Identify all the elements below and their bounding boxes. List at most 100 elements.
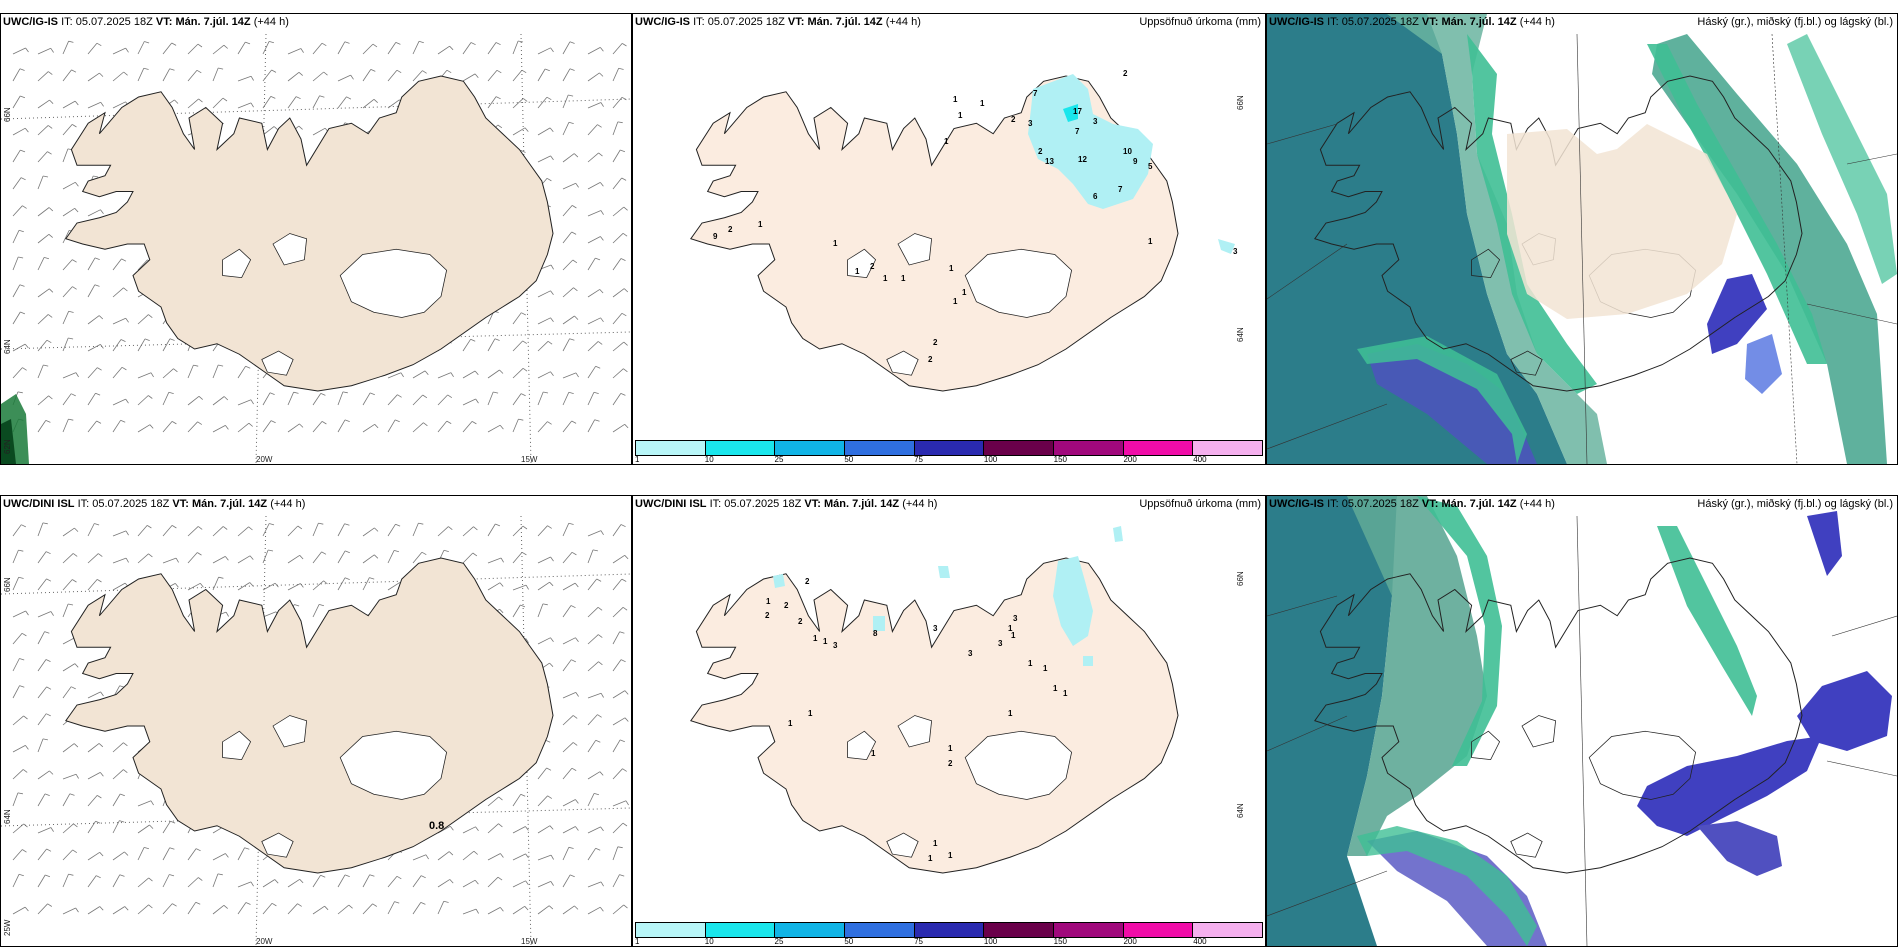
precip-value-label: 5	[1148, 162, 1153, 171]
wind-barb-flag	[499, 582, 504, 587]
wind-barb	[187, 877, 199, 888]
precip-value-label: 2	[870, 262, 875, 271]
wind-barb	[587, 826, 601, 834]
wind-barb	[537, 825, 551, 834]
wind-barb-flag	[595, 257, 601, 261]
wind-barb-flag	[269, 392, 275, 395]
precip-value-label: 1	[871, 749, 876, 758]
wind-barb-flag	[597, 606, 603, 611]
wind-barb	[437, 45, 450, 55]
wind-barb	[62, 372, 77, 379]
wind-barb	[237, 41, 246, 55]
wind-barb	[537, 603, 544, 618]
wind-barb-flag	[123, 287, 128, 292]
wind-barb	[37, 175, 44, 190]
wind-barb	[112, 101, 126, 109]
wind-barb-flag	[547, 525, 552, 529]
wind-barb	[562, 259, 574, 271]
wind-barb-flag	[18, 576, 24, 579]
wind-barb-flag	[44, 631, 50, 634]
legend-tick-label: 75	[914, 937, 924, 946]
wind-barb	[487, 424, 501, 433]
wind-barb-flag	[571, 205, 577, 209]
wind-barb-flag	[124, 851, 129, 856]
precip-value-label: 3	[968, 649, 973, 658]
wind-barb	[612, 904, 624, 915]
wind-barb-flag	[20, 311, 26, 315]
wind-barb-flag	[71, 686, 76, 690]
wind-barb-flag	[22, 769, 28, 773]
wind-barb	[362, 527, 375, 537]
wind-barb-flag	[43, 364, 49, 367]
map-title: Háský (gr.), miðský (fj.bl.) og lágský (…	[1697, 16, 1893, 28]
wind-barb-flag	[299, 423, 304, 428]
wind-barb-flag	[623, 206, 628, 211]
wind-barb-flag	[443, 549, 449, 552]
precip-value-label: 1	[833, 239, 838, 248]
wind-barb	[187, 582, 201, 591]
precip-value-label: 2	[1123, 69, 1128, 78]
wind-barb	[512, 69, 523, 82]
wind-barb-flag	[197, 43, 203, 48]
wind-barb	[487, 523, 496, 537]
precip-value-label: 8	[873, 629, 878, 638]
map-title: Háský (gr.), miðský (fj.bl.) og lágský (…	[1697, 498, 1893, 510]
wind-barb	[12, 95, 21, 109]
wind-barb-flag	[344, 523, 350, 526]
precip-value-label: 1	[944, 137, 949, 146]
wind-barb	[87, 820, 96, 834]
wind-barb	[212, 853, 226, 861]
wind-barb	[87, 209, 101, 217]
lon-label: 20W	[256, 455, 273, 464]
wind-barb-flag	[571, 231, 577, 235]
wind-barb-flag	[498, 823, 503, 828]
precip-value-label: 1	[933, 839, 938, 848]
wind-barb	[112, 317, 126, 325]
wind-barb	[37, 314, 49, 325]
wind-barb-flag	[45, 420, 51, 423]
wind-barb-flag	[19, 658, 25, 661]
legend-swatch	[705, 441, 776, 455]
wind-barb	[212, 577, 219, 591]
wind-barb	[212, 396, 225, 406]
wind-barb-flag	[372, 43, 378, 48]
precip-value-label: 1	[949, 264, 954, 273]
panel-header: UWC/DINI ISL IT: 05.07.2025 18Z VT: Mán.…	[3, 498, 306, 510]
wind-barb	[212, 526, 224, 537]
wind-barb-flag	[21, 632, 27, 637]
wind-barb	[537, 905, 550, 915]
wind-barb	[237, 902, 247, 915]
wind-barb	[312, 393, 322, 406]
wind-barb	[187, 848, 197, 861]
wind-barb-flag	[550, 155, 554, 161]
wind-barb	[587, 549, 594, 564]
wind-barb-flag	[298, 125, 303, 130]
wind-barb	[112, 398, 126, 406]
precip-value-label: 1	[962, 288, 967, 297]
wind-barb	[62, 603, 69, 618]
wind-barb	[62, 553, 74, 564]
wind-barb	[312, 71, 324, 82]
wind-barb	[412, 551, 423, 564]
wind-barb-flag	[596, 578, 602, 582]
wind-barb	[37, 364, 44, 379]
wind-barb	[62, 873, 69, 888]
wind-barb	[487, 557, 502, 564]
precip-value-label: 3	[1233, 247, 1238, 256]
wind-barb-flag	[48, 233, 53, 238]
wind-barb	[362, 69, 372, 82]
wind-barb	[387, 394, 398, 406]
wind-barb	[87, 284, 96, 298]
precip-map-panel-ig: UWC/IG-IS IT: 05.07.2025 18Z VT: Mán. 7.…	[632, 13, 1266, 465]
lat-label: 66N	[1236, 95, 1246, 110]
wind-barb-flag	[119, 820, 125, 823]
wind-barb	[562, 582, 576, 591]
wind-barb	[562, 287, 574, 298]
precip-value-label: 2	[765, 611, 770, 620]
wind-barb-flag	[550, 264, 554, 270]
wind-barb-flag	[47, 314, 53, 318]
wind-barb-flag	[74, 527, 79, 532]
legend-tick-label: 1	[635, 455, 640, 464]
